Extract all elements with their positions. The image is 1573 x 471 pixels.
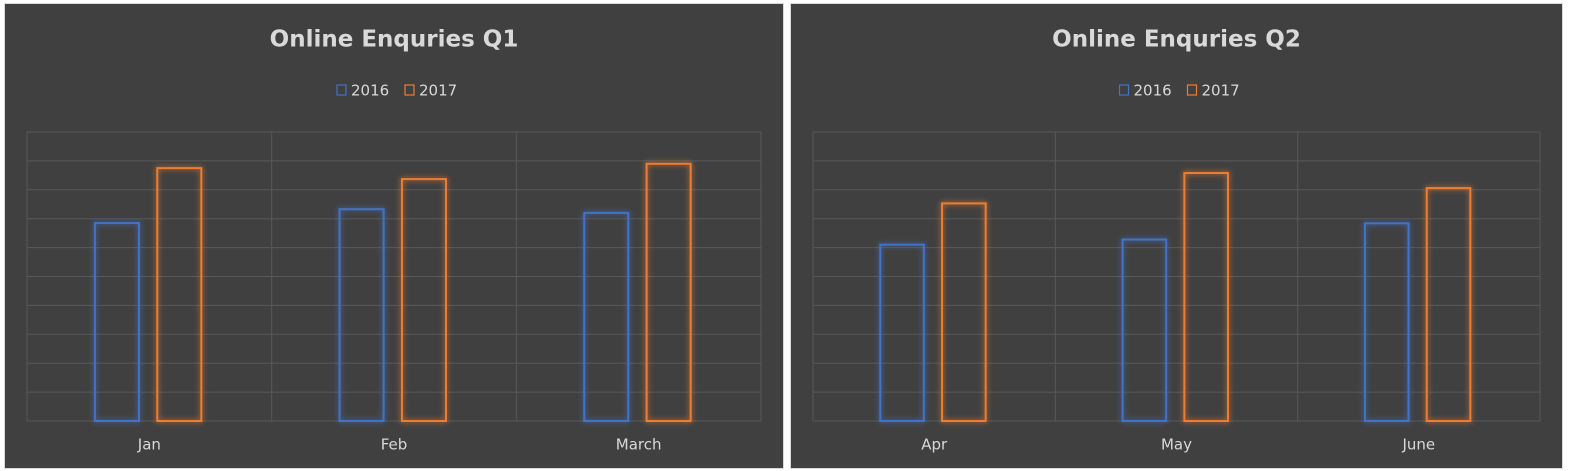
bar bbox=[645, 162, 692, 422]
bar bbox=[583, 211, 630, 422]
chart: Online Enquries Q1 2016 2017 Jan Feb March bbox=[4, 3, 784, 469]
chart-title: Online Enquries Q2 bbox=[1052, 27, 1301, 53]
bar bbox=[338, 208, 385, 422]
legend-swatch bbox=[404, 84, 415, 96]
x-tick-label: Jan bbox=[137, 436, 161, 454]
bar bbox=[93, 222, 140, 422]
bar bbox=[941, 202, 987, 422]
bar bbox=[879, 243, 925, 422]
x-tick-label: March bbox=[616, 436, 662, 454]
chart-title: Online Enquries Q1 bbox=[270, 27, 519, 53]
x-tick-label: Feb bbox=[381, 436, 408, 454]
legend-label: 2017 bbox=[1202, 82, 1240, 100]
legend-label: 2017 bbox=[419, 82, 457, 100]
bar bbox=[1363, 222, 1410, 422]
chart: Online Enquries Q2 2016 2017 Apr May June bbox=[790, 3, 1563, 469]
legend-swatch bbox=[1118, 84, 1130, 96]
legend-label: 2016 bbox=[1134, 82, 1172, 100]
legend-label: 2016 bbox=[351, 82, 389, 100]
x-tick-label: Apr bbox=[921, 436, 948, 454]
x-tick-label: June bbox=[1401, 436, 1435, 454]
bar bbox=[400, 178, 447, 422]
legend-swatch bbox=[1186, 84, 1198, 96]
bar bbox=[1425, 187, 1472, 422]
bar bbox=[156, 167, 203, 422]
bar bbox=[1121, 238, 1168, 422]
x-tick-label: May bbox=[1161, 436, 1192, 454]
bar bbox=[1183, 172, 1229, 422]
legend-swatch bbox=[336, 84, 347, 96]
